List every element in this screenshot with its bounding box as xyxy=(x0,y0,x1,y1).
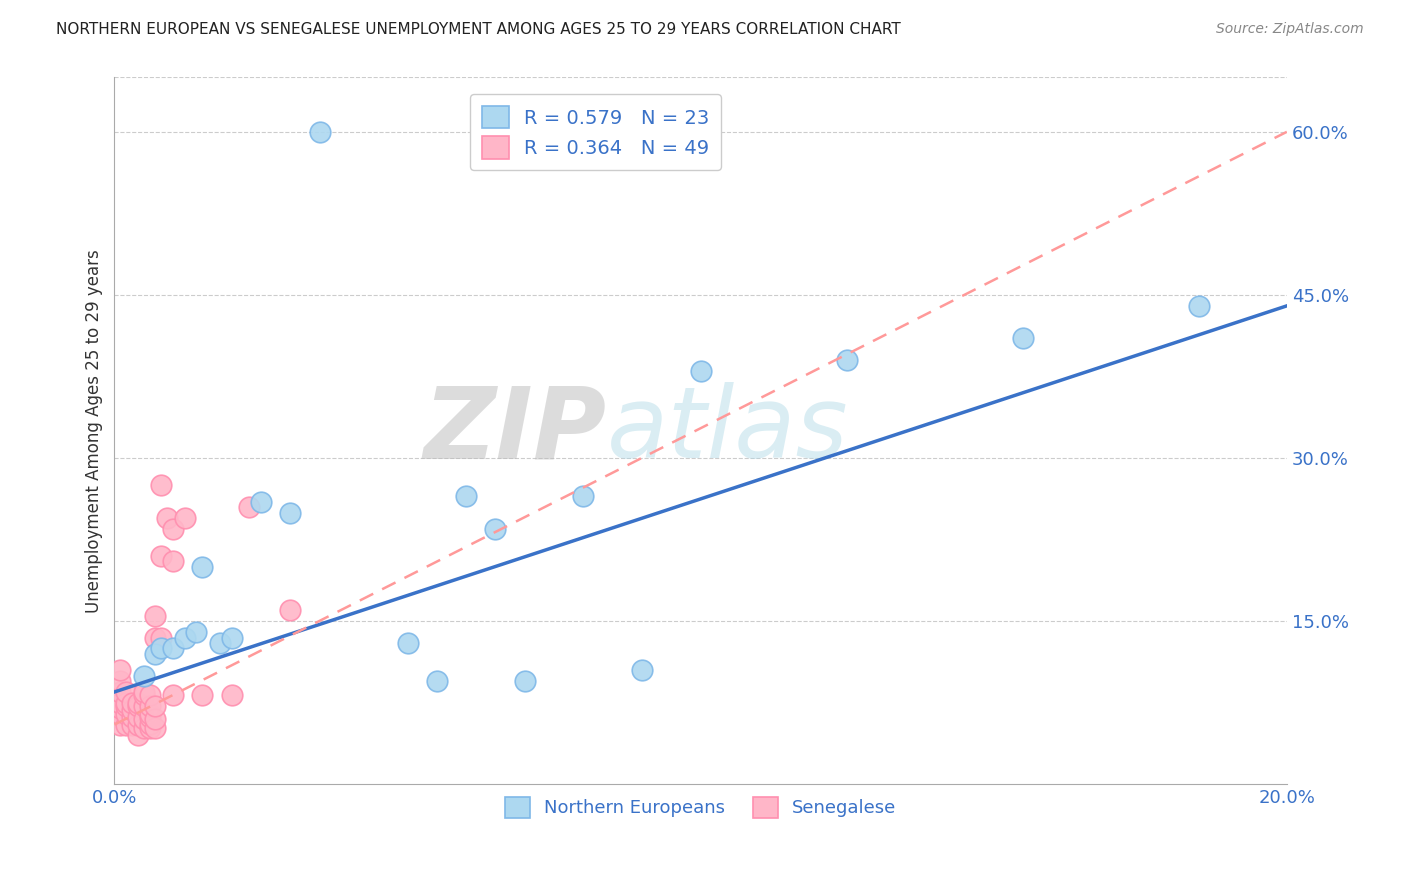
Point xyxy=(110,706,132,721)
Point xyxy=(162,554,184,568)
Point xyxy=(278,603,301,617)
Point xyxy=(145,647,167,661)
Point xyxy=(145,699,167,714)
Point xyxy=(145,712,167,726)
Point xyxy=(221,688,243,702)
Point xyxy=(110,663,132,677)
Point xyxy=(631,663,654,677)
Point xyxy=(145,721,167,735)
Point xyxy=(132,688,155,702)
Point xyxy=(396,636,419,650)
Point xyxy=(138,716,160,731)
Point xyxy=(138,699,160,714)
Point xyxy=(208,636,231,650)
Point xyxy=(115,696,138,710)
Point xyxy=(145,631,167,645)
Text: NORTHERN EUROPEAN VS SENEGALESE UNEMPLOYMENT AMONG AGES 25 TO 29 YEARS CORRELATI: NORTHERN EUROPEAN VS SENEGALESE UNEMPLOY… xyxy=(56,22,901,37)
Point xyxy=(110,717,132,731)
Point xyxy=(115,706,138,721)
Point xyxy=(572,489,595,503)
Point xyxy=(121,703,143,717)
Point xyxy=(138,706,160,721)
Y-axis label: Unemployment Among Ages 25 to 29 years: Unemployment Among Ages 25 to 29 years xyxy=(86,249,103,613)
Point xyxy=(132,685,155,699)
Point xyxy=(138,688,160,702)
Point xyxy=(186,625,208,640)
Point xyxy=(121,710,143,724)
Point xyxy=(127,717,149,731)
Text: atlas: atlas xyxy=(607,383,848,479)
Point xyxy=(127,696,149,710)
Point xyxy=(173,511,195,525)
Point xyxy=(150,549,173,563)
Point xyxy=(1188,299,1211,313)
Point xyxy=(110,701,132,715)
Point xyxy=(221,631,243,645)
Point xyxy=(150,631,173,645)
Point xyxy=(513,674,536,689)
Text: ZIP: ZIP xyxy=(423,383,607,479)
Point xyxy=(145,608,167,623)
Point xyxy=(162,522,184,536)
Point xyxy=(156,511,179,525)
Point xyxy=(127,699,149,714)
Point xyxy=(191,560,214,574)
Text: Source: ZipAtlas.com: Source: ZipAtlas.com xyxy=(1216,22,1364,37)
Point xyxy=(191,688,214,702)
Point xyxy=(115,699,138,714)
Point xyxy=(250,494,273,508)
Point xyxy=(121,696,143,710)
Point xyxy=(138,721,160,735)
Point xyxy=(150,478,173,492)
Point xyxy=(1012,331,1035,345)
Point xyxy=(110,674,132,689)
Point xyxy=(689,364,711,378)
Point xyxy=(278,506,301,520)
Point xyxy=(115,685,138,699)
Legend: Northern Europeans, Senegalese: Northern Europeans, Senegalese xyxy=(498,789,904,825)
Point xyxy=(484,522,506,536)
Point xyxy=(132,712,155,726)
Point xyxy=(162,641,184,656)
Point xyxy=(127,710,149,724)
Point xyxy=(837,353,859,368)
Point xyxy=(238,500,260,514)
Point xyxy=(173,631,195,645)
Point xyxy=(115,717,138,731)
Point xyxy=(121,717,143,731)
Point xyxy=(426,674,449,689)
Point xyxy=(138,710,160,724)
Point xyxy=(127,729,149,743)
Point xyxy=(162,688,184,702)
Point xyxy=(150,641,173,656)
Point xyxy=(132,699,155,714)
Point xyxy=(110,685,132,699)
Point xyxy=(456,489,478,503)
Point xyxy=(110,696,132,710)
Point xyxy=(132,721,155,735)
Point xyxy=(132,668,155,682)
Point xyxy=(308,125,330,139)
